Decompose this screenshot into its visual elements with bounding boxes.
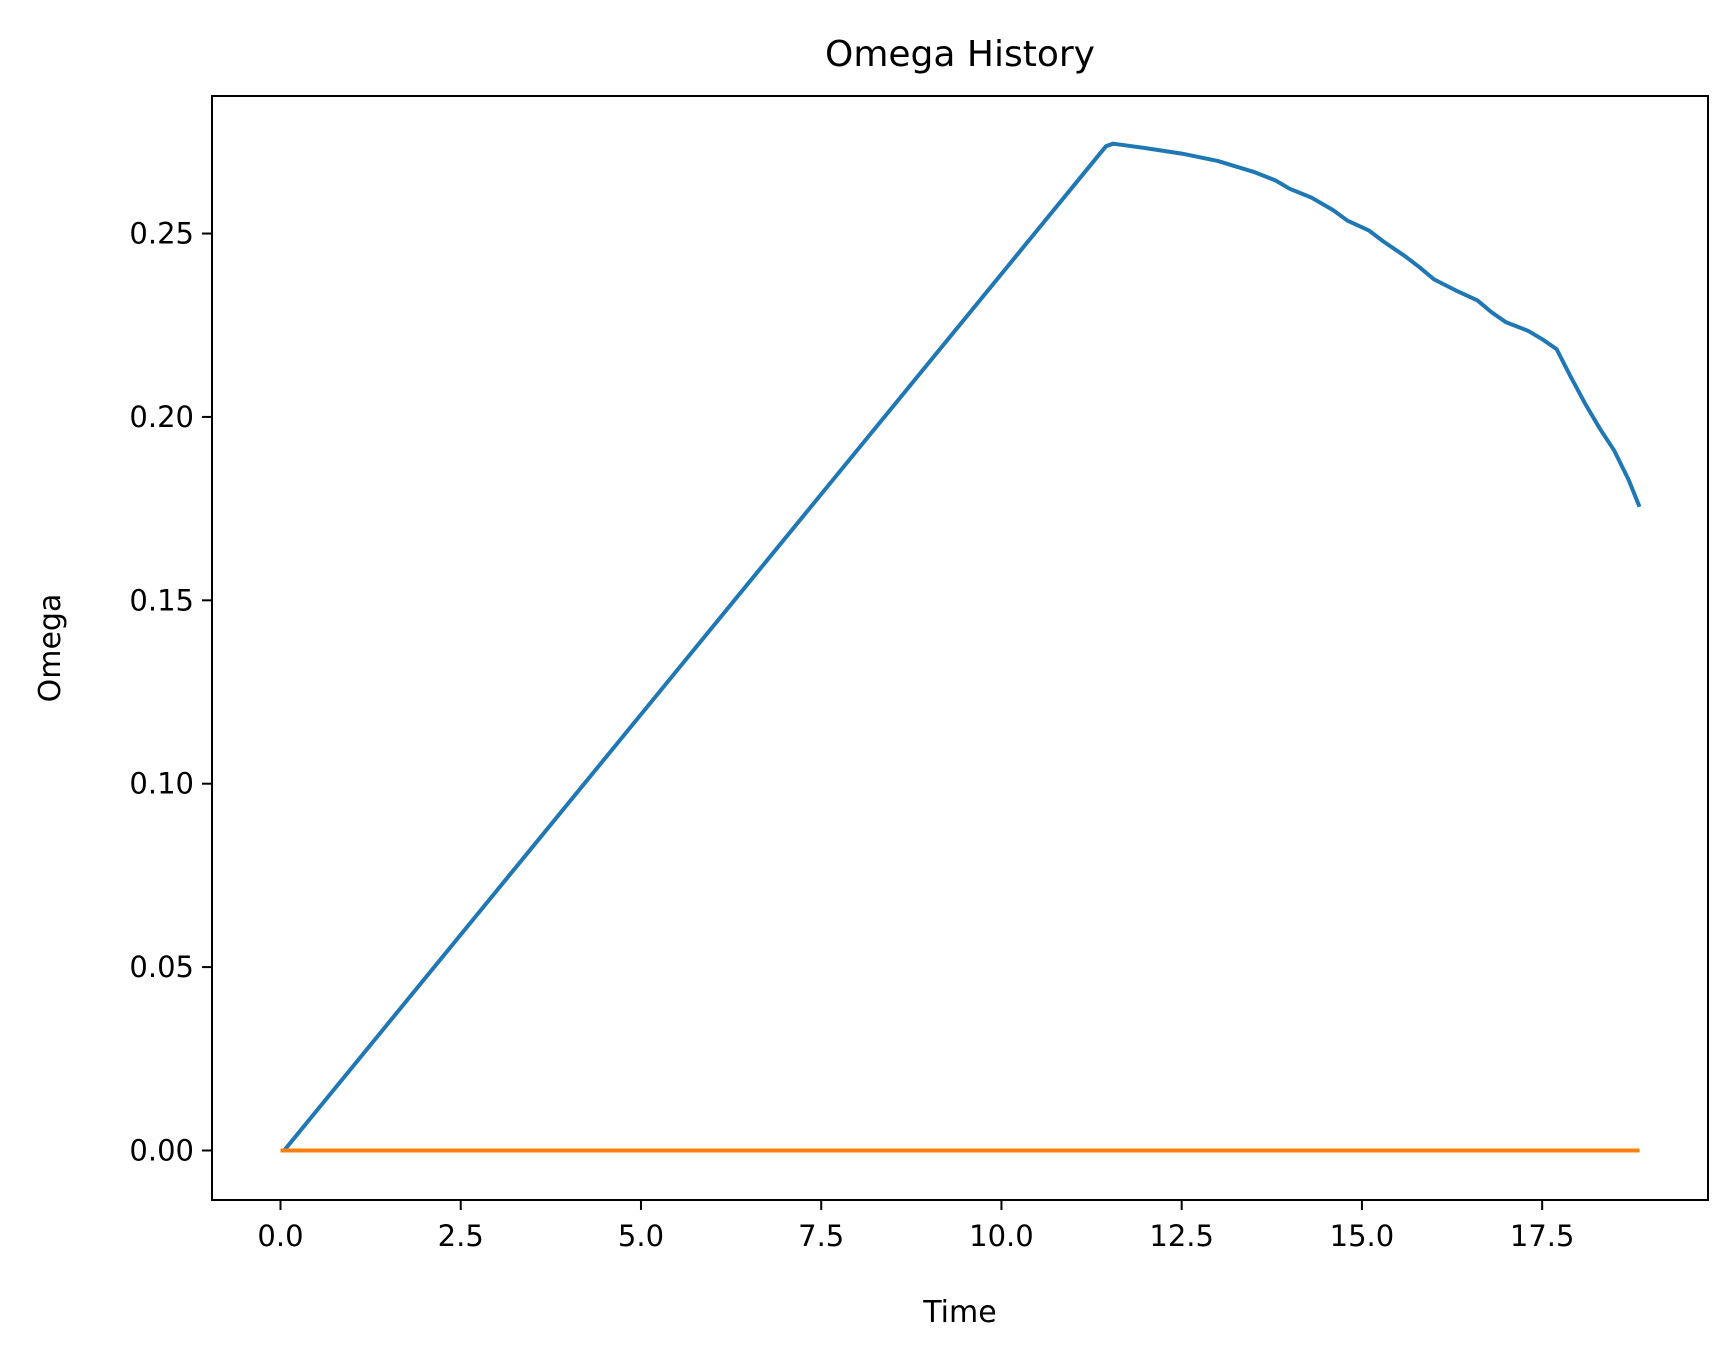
x-tick-label: 7.5 bbox=[798, 1219, 844, 1253]
y-tick-label: 0.20 bbox=[129, 400, 194, 434]
x-tick-label: 17.5 bbox=[1510, 1219, 1575, 1253]
x-tick-label: 2.5 bbox=[438, 1219, 484, 1253]
y-tick-label: 0.25 bbox=[129, 217, 194, 251]
y-tick-label: 0.00 bbox=[129, 1133, 194, 1167]
y-tick-label: 0.05 bbox=[129, 950, 194, 984]
x-tick-label: 12.5 bbox=[1149, 1219, 1214, 1253]
y-axis-label: Omega bbox=[33, 594, 68, 703]
x-tick-label: 15.0 bbox=[1330, 1219, 1395, 1253]
x-axis-label: Time bbox=[922, 1295, 996, 1330]
y-axis-ticks: 0.00 0.05 0.10 0.15 0.20 0.25 bbox=[129, 217, 212, 1167]
plot-frame bbox=[211, 95, 1709, 1201]
chart-title: Omega History bbox=[825, 34, 1095, 75]
plot-lines bbox=[280, 141, 1642, 1153]
series-line-1 bbox=[282, 141, 1642, 1152]
y-tick-label: 0.10 bbox=[129, 767, 194, 801]
y-tick-label: 0.15 bbox=[129, 583, 194, 617]
x-tick-label: 5.0 bbox=[618, 1219, 664, 1253]
x-tick-label: 0.0 bbox=[257, 1219, 303, 1253]
x-axis-ticks: 0.0 2.5 5.0 7.5 10.0 12.5 15.0 17.5 bbox=[257, 1200, 1574, 1253]
x-tick-label: 10.0 bbox=[969, 1219, 1034, 1253]
